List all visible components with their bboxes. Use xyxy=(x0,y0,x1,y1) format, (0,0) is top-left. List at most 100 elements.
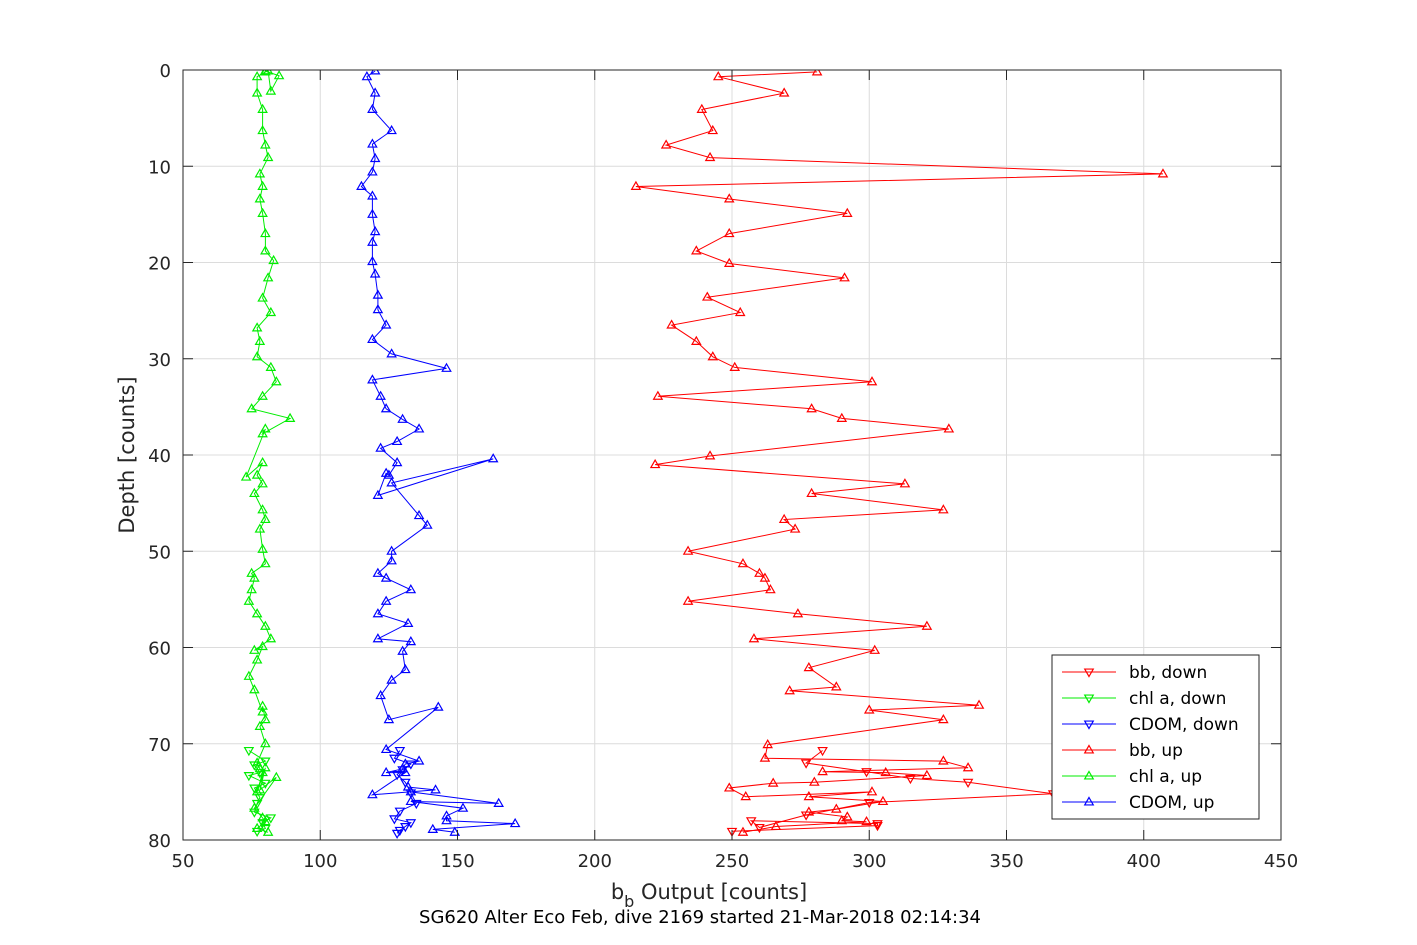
legend-marker xyxy=(1083,668,1095,678)
data-point xyxy=(380,319,392,329)
data-point xyxy=(734,306,746,317)
data-point xyxy=(243,595,255,605)
x-tick-label: 50 xyxy=(172,851,195,872)
y-tick-label: 30 xyxy=(148,350,171,371)
data-point xyxy=(759,572,771,582)
data-point xyxy=(803,662,815,672)
series-line xyxy=(731,750,1054,832)
data-point xyxy=(386,477,397,487)
legend-marker xyxy=(1083,770,1095,780)
legend-entry: bb, up xyxy=(1062,741,1183,761)
data-point xyxy=(704,151,716,162)
data-point xyxy=(1157,168,1169,178)
data-point xyxy=(869,644,881,654)
data-point xyxy=(249,572,260,582)
data-point xyxy=(375,390,386,400)
chart-title: SG620 Alter Eco Feb, dive 2169 started 2… xyxy=(419,907,981,928)
data-point xyxy=(792,608,804,618)
data-point xyxy=(386,555,397,565)
data-point xyxy=(249,684,260,694)
data-point xyxy=(723,193,735,203)
data-point xyxy=(254,335,266,345)
data-point xyxy=(260,738,271,748)
legend: bb, down chl a, down CDOM, down bb, up chl a… xyxy=(1051,654,1260,820)
legend-marker xyxy=(1083,796,1095,806)
data-point xyxy=(400,663,411,674)
data-point xyxy=(375,442,386,452)
legend-label: CDOM, up xyxy=(1129,793,1214,813)
data-point xyxy=(246,584,257,594)
data-point xyxy=(789,523,801,533)
data-point xyxy=(389,754,400,764)
data-point xyxy=(383,469,395,479)
data-point xyxy=(243,746,255,757)
data-point xyxy=(938,504,949,514)
data-point xyxy=(254,193,266,203)
data-point xyxy=(413,755,425,765)
data-point xyxy=(806,403,817,413)
data-point xyxy=(386,124,397,135)
data-point xyxy=(260,245,271,255)
legend-label: bb, up xyxy=(1129,741,1183,761)
data-point xyxy=(249,802,260,812)
data-point xyxy=(367,166,378,176)
data-point xyxy=(400,758,411,768)
data-point xyxy=(356,180,367,190)
data-point xyxy=(389,815,400,825)
data-point xyxy=(701,291,713,301)
data-point xyxy=(262,826,274,836)
data-point xyxy=(841,207,853,217)
x-axis-label-rest: Output [counts] xyxy=(634,880,807,904)
data-point xyxy=(836,412,848,422)
data-point xyxy=(386,348,397,358)
legend-entry: CDOM, up xyxy=(1062,793,1214,813)
data-point xyxy=(872,820,883,830)
data-point xyxy=(257,478,268,488)
y-axis-label: Depth [counts] xyxy=(115,376,139,533)
data-point xyxy=(394,826,406,837)
legend-entry: bb, down xyxy=(1062,663,1207,683)
data-point xyxy=(712,71,724,81)
data-point xyxy=(682,545,694,555)
data-point xyxy=(441,815,452,825)
data-point xyxy=(921,620,933,630)
data-point xyxy=(723,782,735,792)
data-point xyxy=(265,633,277,643)
data-point xyxy=(427,823,439,833)
data-point xyxy=(251,608,263,618)
data-point xyxy=(260,558,271,568)
data-point xyxy=(405,786,417,796)
data-point xyxy=(391,435,403,446)
data-point xyxy=(257,292,268,302)
data-point xyxy=(246,403,257,413)
data-point xyxy=(863,704,875,714)
data-point xyxy=(383,713,395,724)
data-point xyxy=(249,644,260,654)
data-point xyxy=(257,700,268,710)
data-point xyxy=(251,654,263,664)
data-point xyxy=(367,208,378,218)
tick-layer: 50 100 150 200 250 300 350 400 450 0 10 20 30 40 50 60 7… xyxy=(148,61,1298,872)
data-point xyxy=(487,453,499,463)
data-point xyxy=(254,523,266,533)
data-point xyxy=(397,413,408,423)
data-point xyxy=(754,567,765,577)
data-point xyxy=(386,674,397,684)
data-point xyxy=(938,713,949,724)
series-bb-up xyxy=(630,70,1169,836)
data-point xyxy=(682,595,694,605)
data-point xyxy=(268,254,279,265)
data-point xyxy=(251,322,263,332)
data-point xyxy=(737,826,749,836)
data-point xyxy=(817,746,828,757)
data-point xyxy=(243,771,255,782)
data-point xyxy=(380,766,392,777)
data-point xyxy=(260,757,271,767)
data-point xyxy=(375,689,386,700)
data-point xyxy=(369,152,381,163)
data-point xyxy=(707,124,719,135)
data-point xyxy=(509,817,521,828)
data-point xyxy=(737,558,749,568)
data-point xyxy=(759,752,771,762)
data-point xyxy=(841,811,853,821)
